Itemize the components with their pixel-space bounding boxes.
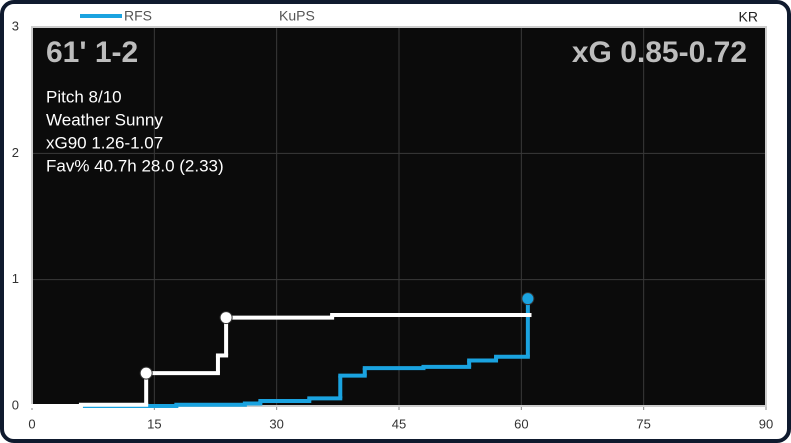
- chart: 0 15 30 45 60 75 90 0 1 2 3 RFS KuPS KR 61' 1-2 xG 0.85…: [12, 8, 773, 432]
- goal-marker: [139, 366, 153, 380]
- y-tick-label: 0: [12, 397, 19, 412]
- annotation: Pitch 8/10: [46, 87, 122, 106]
- legend-label: KuPS: [279, 8, 315, 24]
- x-tick-label: 90: [759, 416, 773, 431]
- goal-marker: [521, 292, 535, 306]
- y-tick-label: 2: [12, 145, 19, 160]
- annotation: xG90 1.26-1.07: [46, 133, 163, 152]
- x-tick-label: 30: [269, 416, 283, 431]
- xg-subtitle: xG 0.85-0.72: [572, 36, 747, 69]
- x-tick-label: 15: [147, 416, 161, 431]
- annotation: Weather Sunny: [46, 110, 163, 129]
- score-title: 61' 1-2: [46, 36, 138, 69]
- x-tick-label: 0: [28, 416, 35, 431]
- y-tick-label: 1: [12, 271, 19, 286]
- x-tick-label: 45: [392, 416, 406, 431]
- corner-label: KR: [739, 9, 758, 25]
- legend-label: RFS: [124, 8, 152, 24]
- annotation: Fav% 40.7h 28.0 (2.33): [46, 156, 224, 175]
- plot-border: [31, 26, 767, 407]
- goal-marker: [219, 311, 233, 325]
- x-tick-label: 75: [636, 416, 650, 431]
- y-tick-label: 3: [12, 18, 19, 33]
- x-tick-label: 60: [514, 416, 528, 431]
